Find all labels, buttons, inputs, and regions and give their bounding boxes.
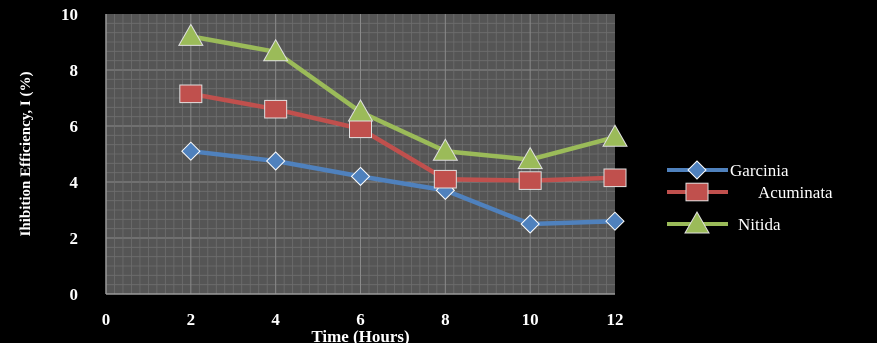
- data-point: [262, 38, 289, 62]
- legend-item: Acuminata: [667, 182, 833, 202]
- data-point: [265, 151, 286, 171]
- data-point: [520, 214, 540, 234]
- legend-label: Nitida: [738, 215, 781, 234]
- series-0: [181, 141, 625, 234]
- data-point: [264, 99, 288, 119]
- data-point: [179, 84, 203, 104]
- data-point: [347, 98, 374, 122]
- series-line: [190, 148, 616, 227]
- data-point: [517, 146, 544, 170]
- x-tick-labels: 0 2 4 6 8 10 12: [102, 310, 624, 329]
- data-point: [349, 119, 372, 139]
- legend-label: Acuminata: [758, 183, 833, 202]
- series-group: [177, 23, 628, 234]
- legend-item: Nitida: [667, 210, 781, 234]
- x-tick-label: 12: [607, 310, 624, 329]
- legend-marker: [687, 160, 707, 180]
- legend-label: Garcinia: [730, 161, 789, 180]
- legend-marker: [684, 210, 710, 234]
- legend: Garcinia Acuminata Nitida: [667, 160, 833, 234]
- data-point: [350, 166, 371, 187]
- y-axis-title: Ihibition Efficiency, I (%): [18, 71, 34, 236]
- x-tick-label: 8: [441, 310, 450, 329]
- y-tick-label: 8: [70, 61, 79, 80]
- y-tick-label: 2: [70, 229, 79, 248]
- y-tick-label: 6: [70, 117, 79, 136]
- legend-marker: [685, 182, 709, 202]
- x-tick-label: 4: [271, 310, 280, 329]
- x-tick-label: 10: [522, 310, 539, 329]
- y-tick-label: 0: [70, 285, 79, 304]
- y-tick-label: 10: [61, 5, 78, 24]
- x-tick-label: 6: [356, 310, 365, 329]
- data-point: [181, 141, 201, 161]
- gridlines: [106, 14, 615, 294]
- data-point: [602, 124, 628, 147]
- x-tick-label: 0: [102, 310, 111, 329]
- y-tick-label: 4: [70, 173, 79, 192]
- data-point: [432, 138, 459, 161]
- series-line: [190, 91, 616, 183]
- series-2: [177, 23, 628, 170]
- data-point: [605, 211, 625, 231]
- data-point: [603, 168, 627, 188]
- y-tick-labels: 0 2 4 6 8 10: [61, 5, 79, 304]
- x-axis-title: Time (Hours): [311, 327, 409, 343]
- axes: [105, 14, 615, 295]
- series-line: [190, 34, 616, 162]
- data-point: [433, 169, 457, 189]
- series-1: [179, 84, 627, 190]
- data-point: [518, 171, 542, 190]
- x-tick-label: 2: [187, 310, 196, 329]
- legend-item: Garcinia: [667, 160, 789, 180]
- data-point: [177, 23, 204, 46]
